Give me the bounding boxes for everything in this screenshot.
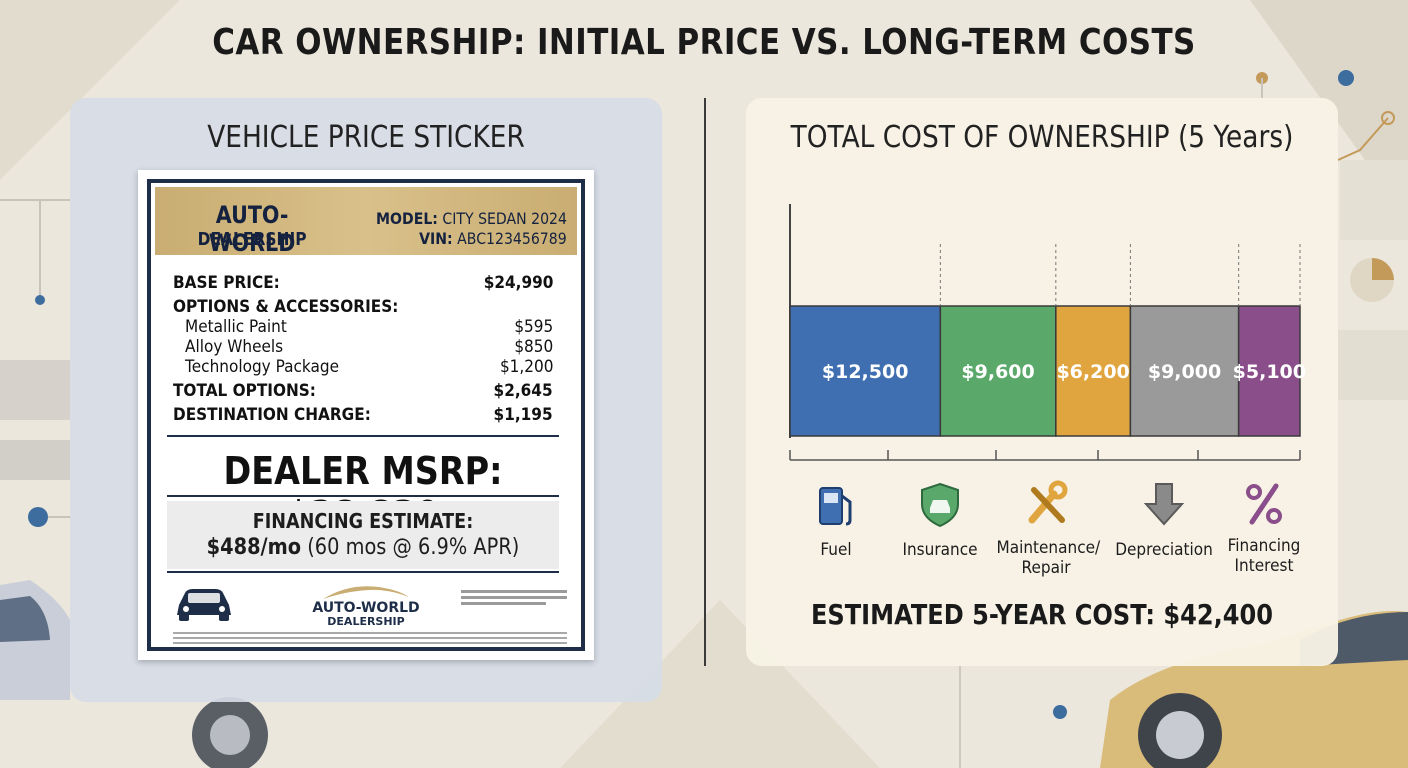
financing-terms: (60 mos @ 6.9% APR) (307, 535, 520, 560)
shield-car-icon (921, 482, 959, 528)
option-label: Technology Package (185, 357, 339, 377)
cost-bar-segment (1129, 305, 1240, 437)
footer-dealer-logo: AUTO-WORLD DEALERSHIP (301, 601, 431, 629)
fuel-pump-icon (819, 487, 852, 526)
cost-bar-value-label: $6,200 (1056, 361, 1129, 383)
option-value: $1,200 (499, 357, 553, 377)
ownership-panel-heading: TOTAL COST OF OWNERSHIP (5 Years) (790, 120, 1294, 155)
cost-bar-segment (789, 305, 942, 437)
destination-label: DESTINATION CHARGE: (173, 405, 371, 425)
option-row: Alloy Wheels $850 (185, 337, 553, 357)
center-divider (704, 98, 706, 666)
model-label: MODEL: (376, 209, 438, 228)
option-row: Technology Package $1,200 (185, 357, 553, 377)
car-icon (177, 589, 231, 621)
financing-line: $488/mo (60 mos @ 6.9% APR) (191, 535, 536, 560)
percent-icon (1246, 483, 1282, 525)
price-sticker: AUTO-WORLD DEALERSHIP MODEL: CITY SEDAN … (138, 170, 594, 660)
base-price-row: BASE PRICE: $24,990 (173, 273, 553, 293)
cost-bar-segment (1055, 305, 1132, 437)
option-value: $595 (514, 317, 553, 337)
option-row: Metallic Paint $595 (185, 317, 553, 337)
base-price-label: BASE PRICE: (173, 273, 280, 293)
sticker-header: AUTO-WORLD DEALERSHIP MODEL: CITY SEDAN … (155, 187, 577, 257)
ownership-cost-panel: TOTAL COST OF OWNERSHIP (5 Years) $12,50… (746, 98, 1338, 666)
model-value: CITY SEDAN 2024 (442, 209, 567, 228)
fine-print-block (461, 587, 567, 608)
option-label: Metallic Paint (185, 317, 287, 337)
fine-print-block (173, 629, 567, 647)
cost-category-label: Depreciation (1115, 540, 1213, 560)
cost-category-label: Fuel (820, 540, 852, 560)
option-value: $850 (514, 337, 553, 357)
sticker-rule (167, 435, 559, 437)
cost-bar-value-label: $9,000 (1148, 361, 1221, 383)
cost-bar-value-label: $9,600 (961, 361, 1034, 383)
sticker-rule (167, 571, 559, 573)
sticker-rule (167, 495, 559, 497)
options-label: OPTIONS & ACCESSORIES: (173, 297, 399, 317)
vin-line: VIN: ABC123456789 (419, 229, 567, 248)
cost-bar-value-label: $5,100 (1233, 361, 1306, 383)
dealer-subtitle: DEALERSHIP (197, 229, 307, 250)
cost-category-label: Insurance (902, 540, 978, 560)
destination-value: $1,195 (493, 405, 553, 425)
sticker-frame: AUTO-WORLD DEALERSHIP MODEL: CITY SEDAN … (147, 179, 585, 651)
estimated-total-cost: ESTIMATED 5-YEAR COST: $42,400 (810, 598, 1274, 631)
vin-value: ABC123456789 (457, 229, 567, 248)
sticker-panel-heading: VEHICLE PRICE STICKER (207, 120, 525, 155)
footer-logo-line2: DEALERSHIP (327, 615, 405, 628)
page-title: CAR OWNERSHIP: INITIAL PRICE VS. LONG-TE… (212, 22, 1196, 63)
destination-row: DESTINATION CHARGE: $1,195 (173, 405, 553, 425)
cost-bar-segment (1237, 305, 1301, 437)
cost-category-label: Maintenance/ Repair (996, 538, 1101, 578)
total-options-row: TOTAL OPTIONS: $2,645 (173, 381, 553, 401)
base-price-value: $24,990 (483, 273, 553, 293)
cost-bar-value-label: $12,500 (822, 361, 909, 383)
option-label: Alloy Wheels (185, 337, 284, 357)
model-line: MODEL: CITY SEDAN 2024 (376, 209, 567, 228)
cost-category-label: Financing Interest (1227, 536, 1301, 576)
financing-title: FINANCING ESTIMATE: (252, 509, 474, 533)
wrench-icon (1028, 480, 1068, 524)
footer-logo-line1: AUTO-WORLD (312, 600, 420, 616)
cost-bar-segment (939, 305, 1057, 437)
dealer-name: AUTO-WORLD (208, 201, 296, 257)
vin-label: VIN: (419, 229, 454, 248)
financing-box: FINANCING ESTIMATE: $488/mo (60 mos @ 6.… (167, 501, 559, 569)
financing-monthly: $488/mo (206, 535, 302, 560)
down-arrow-icon (1143, 483, 1185, 526)
total-options-label: TOTAL OPTIONS: (173, 381, 316, 401)
dealer-swoosh-logo (323, 586, 409, 599)
options-heading-row: OPTIONS & ACCESSORIES: (173, 297, 553, 317)
ownership-cost-chart: $12,500 $9,600 $6,200 $9,000 $5,100 (789, 204, 1306, 528)
price-sticker-panel: VEHICLE PRICE STICKER AUTO-WORLD DEALERS… (70, 98, 662, 702)
total-options-value: $2,645 (493, 381, 553, 401)
